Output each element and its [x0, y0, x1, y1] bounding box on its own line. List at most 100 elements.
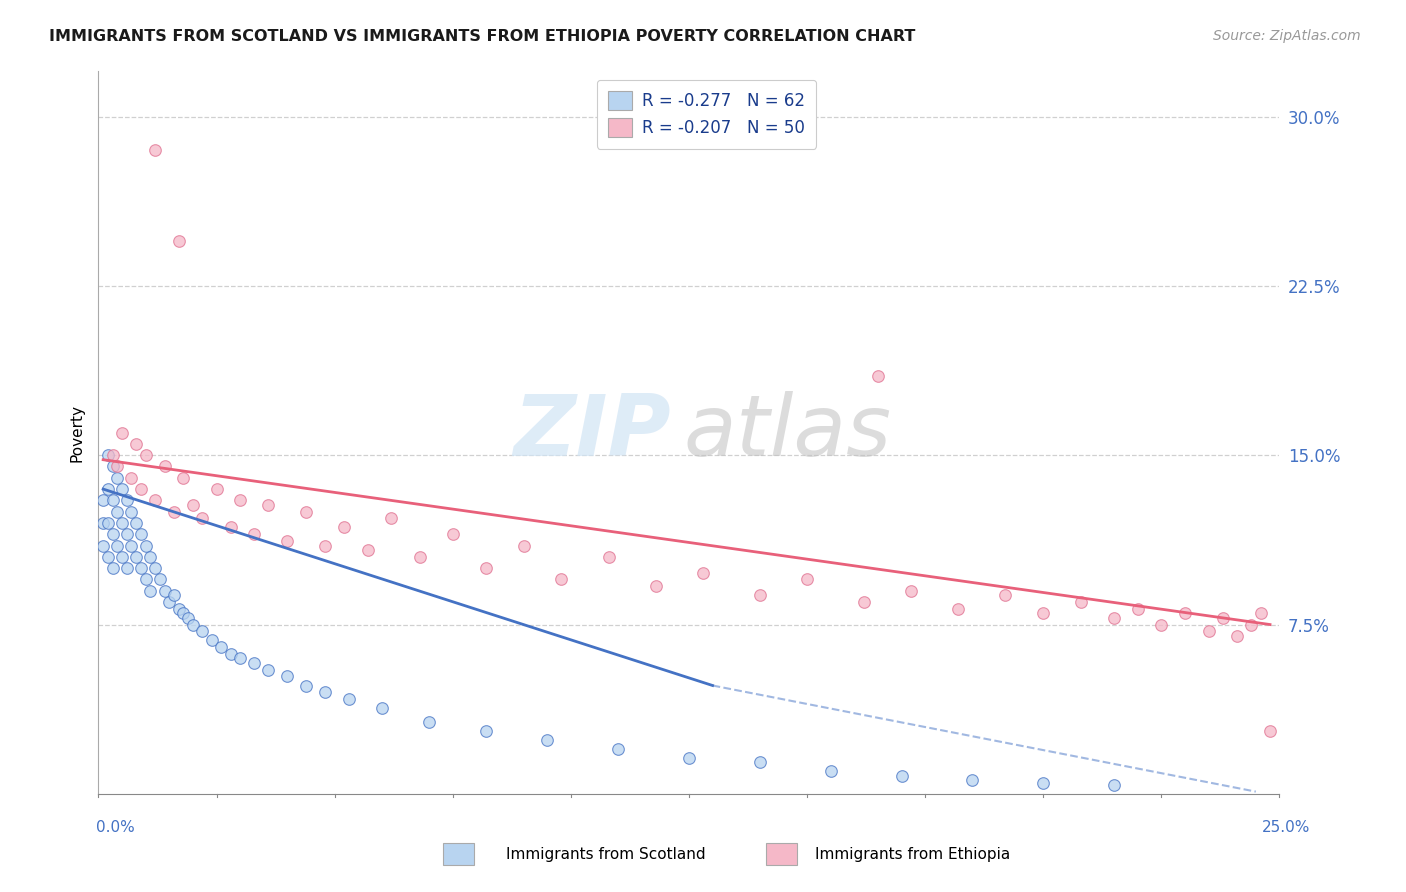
Point — [820, 764, 842, 779]
Point — [900, 583, 922, 598]
Point — [91, 539, 114, 553]
Text: 0.0%: 0.0% — [96, 821, 135, 835]
Point — [550, 573, 572, 587]
Point — [408, 549, 430, 564]
Point — [357, 543, 380, 558]
Point — [1258, 723, 1281, 738]
Point — [111, 425, 134, 440]
Point — [91, 516, 114, 530]
Point — [276, 669, 298, 683]
Point — [229, 493, 252, 508]
Point — [129, 482, 152, 496]
Point — [167, 234, 190, 248]
Point — [101, 527, 124, 541]
Text: ZIP: ZIP — [513, 391, 671, 475]
Point — [172, 607, 194, 621]
Point — [1198, 624, 1220, 639]
Text: Source: ZipAtlas.com: Source: ZipAtlas.com — [1213, 29, 1361, 43]
Point — [337, 692, 360, 706]
Point — [191, 511, 214, 525]
Point — [172, 471, 194, 485]
Text: atlas: atlas — [683, 391, 891, 475]
Point — [115, 527, 138, 541]
Point — [91, 493, 114, 508]
Point — [475, 561, 498, 575]
Point — [163, 588, 186, 602]
Point — [678, 751, 700, 765]
Point — [111, 549, 134, 564]
Point — [219, 647, 242, 661]
Point — [866, 369, 889, 384]
Point — [167, 601, 190, 615]
Point — [177, 611, 200, 625]
Point — [121, 471, 143, 485]
Point — [97, 516, 120, 530]
Point — [105, 505, 128, 519]
Point — [1174, 607, 1197, 621]
Point — [748, 756, 770, 770]
Point — [796, 573, 818, 587]
Point — [314, 539, 336, 553]
Point — [97, 549, 120, 564]
Point — [191, 624, 214, 639]
Point — [1126, 601, 1149, 615]
Point — [1102, 611, 1125, 625]
Point — [994, 588, 1017, 602]
Point — [111, 482, 134, 496]
Point — [418, 714, 440, 729]
Point — [101, 459, 124, 474]
Point — [1150, 617, 1173, 632]
Point — [598, 549, 620, 564]
Point — [1032, 607, 1054, 621]
Point — [295, 678, 318, 692]
Point — [129, 527, 152, 541]
Point — [105, 471, 128, 485]
Point — [962, 773, 984, 788]
Point — [1240, 617, 1263, 632]
Point — [852, 595, 875, 609]
Point — [644, 579, 666, 593]
Point — [115, 493, 138, 508]
Point — [135, 539, 157, 553]
Point — [1102, 778, 1125, 792]
Point — [201, 633, 224, 648]
Point — [153, 583, 176, 598]
Point — [219, 520, 242, 534]
Point — [115, 561, 138, 575]
Point — [243, 656, 266, 670]
Point — [441, 527, 464, 541]
Point — [1032, 775, 1054, 789]
Point — [948, 601, 970, 615]
Point — [121, 539, 143, 553]
Point — [1250, 607, 1272, 621]
Text: 25.0%: 25.0% — [1263, 821, 1310, 835]
Point — [512, 539, 534, 553]
Point — [135, 448, 157, 462]
Point — [157, 595, 180, 609]
Point — [129, 561, 152, 575]
Point — [380, 511, 402, 525]
Point — [607, 741, 630, 756]
Point — [143, 493, 166, 508]
Point — [105, 459, 128, 474]
Point — [333, 520, 356, 534]
Point — [163, 505, 186, 519]
Point — [121, 505, 143, 519]
Point — [257, 663, 280, 677]
Point — [105, 539, 128, 553]
Point — [139, 583, 162, 598]
Point — [101, 561, 124, 575]
Text: Immigrants from Scotland: Immigrants from Scotland — [506, 847, 706, 862]
Point — [181, 498, 204, 512]
Point — [748, 588, 770, 602]
Point — [475, 723, 498, 738]
Legend: R = -0.277   N = 62, R = -0.207   N = 50: R = -0.277 N = 62, R = -0.207 N = 50 — [596, 79, 817, 149]
Point — [101, 448, 124, 462]
Point — [125, 516, 148, 530]
Point — [371, 701, 394, 715]
Point — [295, 505, 318, 519]
Point — [125, 437, 148, 451]
Point — [181, 617, 204, 632]
Point — [135, 573, 157, 587]
Point — [257, 498, 280, 512]
